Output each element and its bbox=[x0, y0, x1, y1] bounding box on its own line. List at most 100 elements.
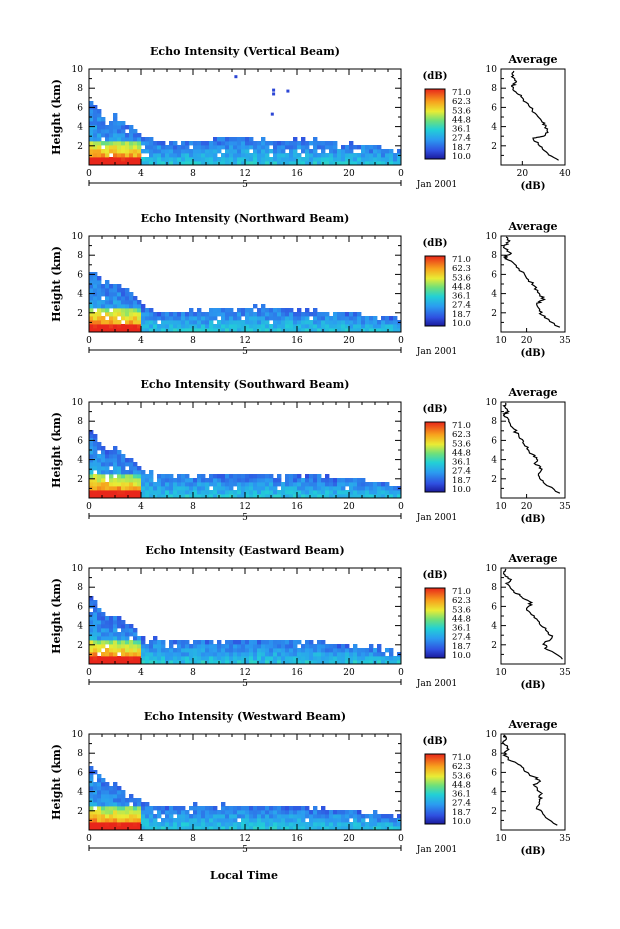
heatmap-cell bbox=[117, 304, 122, 309]
heatmap-cell bbox=[165, 312, 170, 317]
heatmap-cell bbox=[269, 149, 274, 154]
heatmap-cell bbox=[309, 324, 314, 329]
heatmap-cell bbox=[373, 157, 378, 162]
heatmap-cell bbox=[109, 640, 114, 645]
heatmap-cell bbox=[121, 640, 126, 645]
heatmap-cell bbox=[237, 316, 242, 321]
heatmap-cell bbox=[109, 450, 114, 455]
heatmap-cell bbox=[113, 782, 118, 787]
heatmap-cell bbox=[133, 312, 138, 317]
heatmap-cell bbox=[245, 818, 250, 823]
heatmap-cell bbox=[181, 640, 186, 645]
heatmap-cell bbox=[213, 328, 218, 333]
heatmap-cell bbox=[189, 149, 194, 154]
heatmap-cell bbox=[389, 656, 394, 661]
heatmap-cell bbox=[229, 810, 234, 815]
heatmap-cell bbox=[369, 149, 374, 154]
heatmap-cell bbox=[101, 284, 106, 289]
heatmap-cell bbox=[285, 810, 290, 815]
heatmap-cell bbox=[385, 648, 390, 653]
heatmap-cell bbox=[309, 810, 314, 815]
heatmap-cell bbox=[117, 328, 122, 333]
heatmap-cell bbox=[389, 153, 394, 158]
heatmap-cell bbox=[89, 474, 94, 479]
y-tick-label: 2 bbox=[77, 641, 83, 651]
heatmap-cell bbox=[321, 652, 326, 657]
heatmap-cell bbox=[93, 786, 98, 791]
heatmap-cell bbox=[213, 660, 218, 665]
heatmap-cell bbox=[381, 822, 386, 827]
heatmap-cell bbox=[349, 652, 354, 657]
heatmap-cell bbox=[333, 478, 338, 483]
heatmap-cell bbox=[177, 652, 182, 657]
heatmap-cell bbox=[157, 490, 162, 495]
heatmap-cell bbox=[369, 157, 374, 162]
heatmap-cell bbox=[337, 490, 342, 495]
average-frame bbox=[500, 733, 566, 831]
heatmap-cell bbox=[201, 822, 206, 827]
heatmap-cell bbox=[201, 644, 206, 649]
heatmap-cell bbox=[297, 308, 302, 313]
heatmap-cell bbox=[105, 296, 110, 301]
heatmap-cell bbox=[305, 826, 310, 831]
heatmap-cell bbox=[333, 810, 338, 815]
heatmap-cell bbox=[277, 153, 282, 158]
heatmap-cell bbox=[301, 478, 306, 483]
heatmap-cell bbox=[121, 470, 126, 475]
heatmap-cell bbox=[205, 818, 210, 823]
heatmap-cell bbox=[261, 826, 266, 831]
heatmap-cell bbox=[337, 478, 342, 483]
heatmap-cell bbox=[257, 806, 262, 811]
heatmap-cell bbox=[229, 328, 234, 333]
heatmap-cell bbox=[293, 328, 298, 333]
heatmap-cell bbox=[365, 826, 370, 831]
heatmap-cell bbox=[277, 648, 282, 653]
heatmap-cell bbox=[125, 470, 130, 475]
heatmap-cell bbox=[93, 137, 98, 142]
y-tick-label: 2 bbox=[77, 807, 83, 817]
heatmap-cell bbox=[389, 486, 394, 491]
heatmap-cell bbox=[345, 494, 350, 499]
heatmap-cell bbox=[177, 490, 182, 495]
heatmap-cell bbox=[245, 149, 250, 154]
heatmap-cell bbox=[137, 802, 142, 807]
heatmap-cell bbox=[245, 320, 250, 325]
heatmap-cell bbox=[297, 161, 302, 166]
heatmap-cell bbox=[113, 490, 118, 495]
heatmap-cell bbox=[285, 161, 290, 166]
heatmap-cell bbox=[101, 474, 106, 479]
heatmap-cell bbox=[153, 644, 158, 649]
y-tick-label: 8 bbox=[77, 583, 83, 593]
heatmap-cell bbox=[101, 308, 106, 313]
heatmap-cell bbox=[257, 482, 262, 487]
heatmap-cell bbox=[93, 157, 98, 162]
heatmap-cell bbox=[209, 324, 214, 329]
heatmap-cell bbox=[125, 826, 130, 831]
heatmap-cell bbox=[149, 652, 154, 657]
heatmap-cell bbox=[289, 482, 294, 487]
heatmap-cell bbox=[269, 490, 274, 495]
heatmap-cell bbox=[109, 328, 114, 333]
heatmap-cell bbox=[329, 644, 334, 649]
heatmap-cell bbox=[309, 312, 314, 317]
heatmap-cell bbox=[165, 316, 170, 321]
heatmap-cell bbox=[257, 149, 262, 154]
heatmap-cell bbox=[237, 648, 242, 653]
panel-title: Echo Intensity (Northward Beam) bbox=[141, 212, 350, 225]
heatmap-cell bbox=[173, 145, 178, 150]
heatmap-cell bbox=[93, 113, 98, 118]
heatmap-cell bbox=[193, 324, 198, 329]
heatmap-cell bbox=[205, 161, 210, 166]
heatmap-cell bbox=[177, 826, 182, 831]
heatmap-cell bbox=[197, 316, 202, 321]
heatmap-cell bbox=[189, 324, 194, 329]
heatmap-cell bbox=[89, 125, 94, 130]
heatmap-cell bbox=[277, 474, 282, 479]
heatmap-cell bbox=[233, 312, 238, 317]
heatmap-cell bbox=[217, 320, 222, 325]
heatmap-cell bbox=[333, 648, 338, 653]
heatmap-cell bbox=[125, 640, 130, 645]
heatmap-cell bbox=[177, 640, 182, 645]
heatmap-cell bbox=[361, 478, 366, 483]
heatmap-cell bbox=[329, 490, 334, 495]
